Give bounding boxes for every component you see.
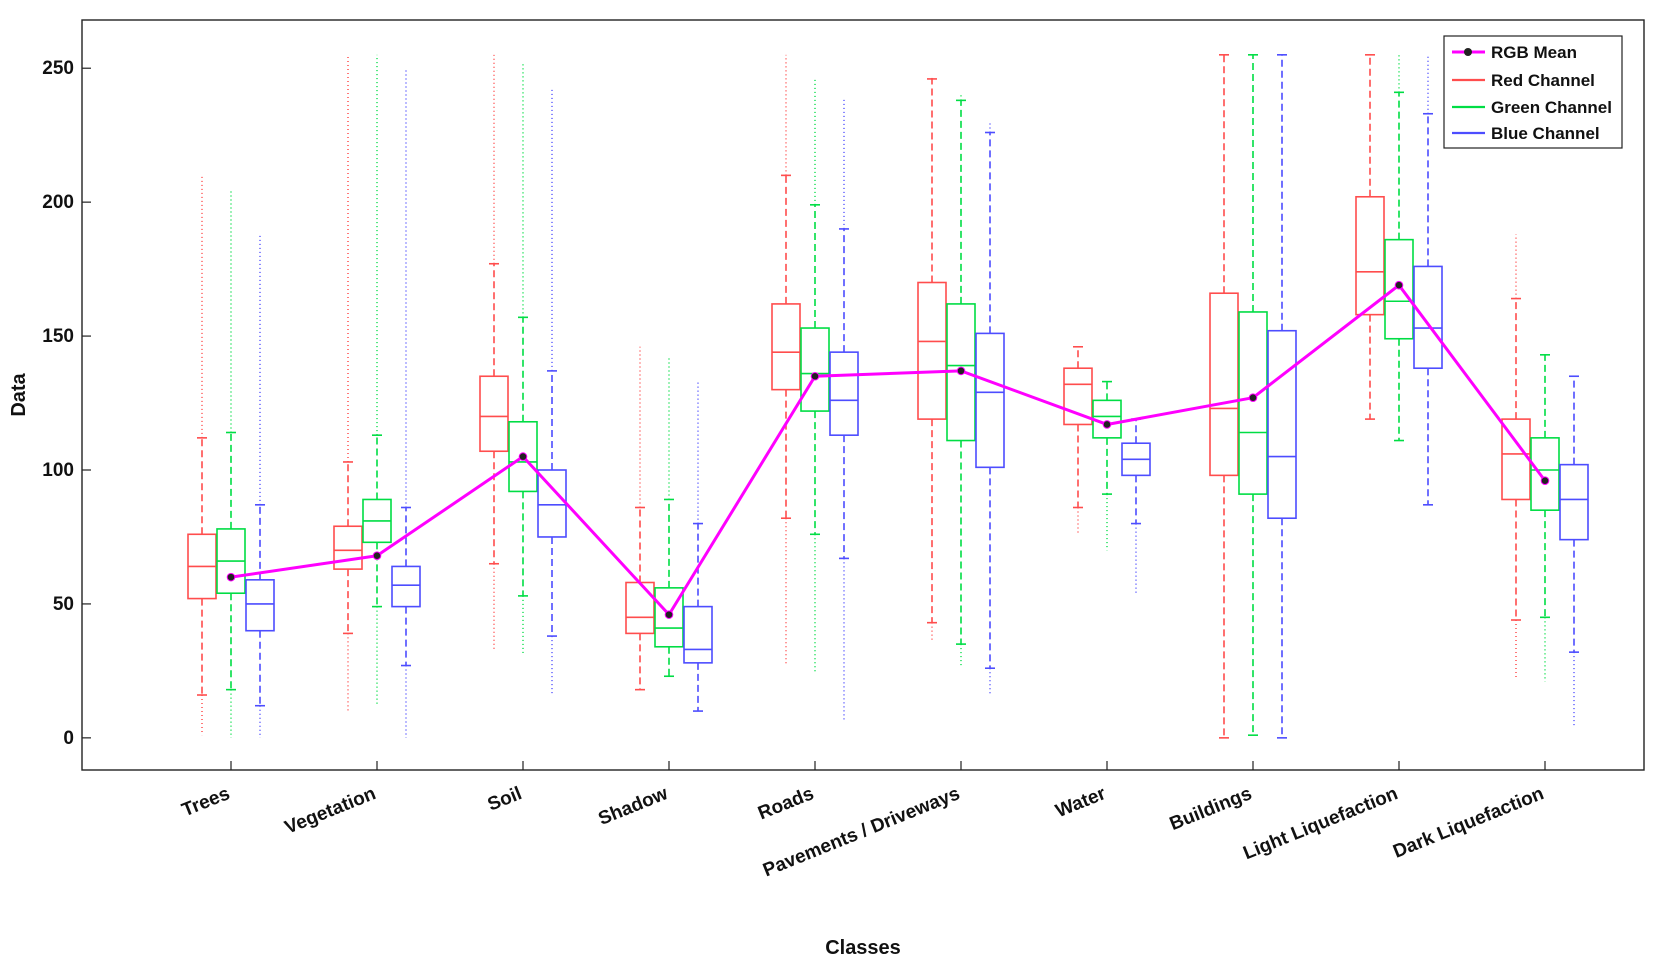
box-green-8 [1384,91,1414,442]
x-tick-label: Roads [755,783,817,824]
box-iqr [829,351,859,436]
box-red-7 [1209,54,1239,739]
y-tick-label: 0 [63,728,74,749]
box-iqr [1267,329,1297,520]
rgb-mean-point [1248,393,1258,402]
legend: RGB Mean Red Channel Green Channel Blue … [1443,35,1623,149]
box-iqr [1063,367,1093,426]
box-blue-0 [245,504,275,707]
box-blue-3 [683,522,713,712]
box-iqr [1559,463,1589,541]
boxes-layer [187,54,1589,739]
x-tick-label: Light Liquefaction [1240,783,1401,864]
box-red-6 [1063,345,1093,509]
box-iqr [800,327,830,412]
box-red-9 [1501,297,1531,621]
rgb-mean-point [226,572,236,582]
box-green-2 [508,316,538,597]
rgb-mean-point [518,452,528,461]
legend-mean-label: RGB Mean [1491,43,1577,62]
rgb-mean-point [1394,280,1404,290]
rgb-mean-point [372,551,382,561]
box-green-1 [362,434,392,608]
box-iqr [1530,437,1560,511]
box-green-4 [800,204,830,536]
box-green-3 [654,498,684,678]
box-blue-4 [829,228,859,560]
box-blue-8 [1413,112,1443,506]
box-red-3 [625,506,655,691]
box-iqr [654,587,684,648]
box-red-8 [1355,54,1385,420]
box-red-4 [771,174,801,520]
box-iqr [1355,195,1385,316]
rgb-mean-point [1102,420,1112,429]
rgb-mean-point [1540,476,1550,486]
box-blue-1 [391,506,421,667]
y-tick-label: 250 [42,58,74,79]
box-blue-7 [1267,54,1297,739]
rgb-mean-line [230,283,1547,617]
box-iqr [537,469,567,538]
box-red-0 [187,437,217,696]
box-iqr [245,579,275,632]
box-blue-9 [1559,375,1589,653]
rgb-mean-point [664,610,674,619]
x-tick-label: Buildings [1167,783,1255,835]
x-axis-label: Classes [825,937,901,959]
x-tick-label: Shadow [595,783,671,830]
box-blue-2 [537,370,567,637]
legend-blue-label: Blue Channel [1491,124,1600,143]
legend-green-label: Green Channel [1491,98,1612,117]
y-tick-label: 100 [42,460,74,481]
rgb-mean-point [956,366,966,376]
x-tick-label: Vegetation [282,783,379,838]
x-axis-ticks: Trees Vegetation Soil Shadow RoadsPavements … [179,761,1547,881]
y-tick-label: 200 [42,192,74,213]
legend-red-label: Red Channel [1491,71,1595,90]
box-red-2 [479,262,509,565]
box-iqr [1413,265,1443,370]
box-iqr [333,525,363,570]
box-iqr [508,420,538,493]
x-tick-label: Trees [179,783,233,821]
box-red-1 [333,461,363,635]
box-blue-5 [975,131,1005,670]
box-iqr [1238,311,1268,495]
box-iqr [917,281,947,420]
x-tick-label: Dark Liquefaction [1390,783,1547,863]
box-green-9 [1530,354,1560,619]
box-iqr [1209,292,1239,477]
y-axis-label: Data [8,372,30,416]
y-tick-label: 50 [53,594,74,615]
legend-mean-marker [1464,48,1472,56]
mean-layer [226,280,1550,619]
box-iqr [391,565,421,608]
x-tick-label: Water [1053,783,1110,822]
box-blue-6 [1121,418,1151,525]
y-axis-ticks: 0 50 100 150 200 250 [42,58,91,749]
box-iqr [479,375,509,453]
plot-frame [81,19,1645,771]
box-red-5 [917,78,947,624]
box-iqr [975,332,1005,469]
rgb-mean-point [810,371,820,381]
box-iqr [1384,238,1414,340]
box-iqr [771,303,801,391]
box-iqr [625,581,655,635]
x-tick-label: Soil [485,783,525,816]
box-iqr [1092,399,1122,439]
box-iqr [683,605,713,664]
box-green-0 [216,431,246,691]
outliers-layer [201,54,1575,738]
y-tick-label: 150 [42,326,74,347]
box-green-7 [1238,54,1268,736]
box-green-6 [1092,380,1122,495]
legend-box [1443,35,1623,149]
